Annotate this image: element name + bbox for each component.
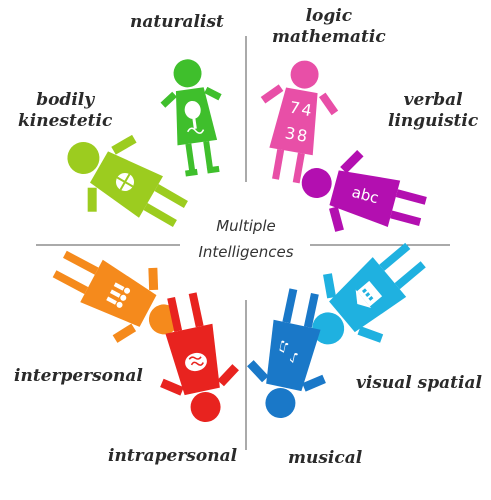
center-title-line-2: Intelligences <box>198 243 294 261</box>
musical-note-1: ♪ <box>288 348 300 366</box>
label-visual: visual spatial <box>356 373 482 394</box>
interpersonal-figure <box>52 250 179 343</box>
label-bodily: bodily kinestetic <box>18 90 112 132</box>
label-verbal: verbal linguistic <box>388 90 478 132</box>
logic-glyph-2: 4 <box>300 100 313 120</box>
ball-icon <box>116 173 134 191</box>
bodily-figure <box>67 134 188 227</box>
label-intrapersonal: intrapersonal <box>108 446 237 467</box>
logic-figure: 7 4 3 8 <box>260 60 339 184</box>
people-icon <box>106 282 131 308</box>
brain-icon <box>185 352 207 372</box>
center-title: Multiple Intelligences <box>175 213 317 265</box>
visual-figure <box>312 242 426 345</box>
musical-figure: ♪ ♫ <box>247 288 326 418</box>
label-bodily-line-2: kinestetic <box>18 111 113 131</box>
label-verbal-line-2: linguistic <box>388 111 479 131</box>
label-logic-line-1: logic <box>305 6 353 26</box>
tree-icon <box>184 100 205 134</box>
intrapersonal-figure <box>160 292 239 422</box>
label-naturalist: naturalist <box>130 12 224 33</box>
label-verbal-line-1: verbal <box>403 90 463 110</box>
label-visual-line-1: visual spatial <box>356 373 482 393</box>
label-naturalist-line-1: naturalist <box>130 12 224 32</box>
building-icon <box>355 280 383 309</box>
label-logic: logic mathematic <box>272 6 386 48</box>
label-intrapersonal-line-1: intrapersonal <box>108 446 238 466</box>
label-musical-line-1: musical <box>288 448 363 468</box>
label-musical: musical <box>288 448 362 469</box>
numbers-icon: 7 4 3 8 <box>284 98 314 146</box>
label-logic-line-2: mathematic <box>272 27 386 47</box>
label-interpersonal: interpersonal <box>14 366 143 387</box>
center-title-line-1: Multiple <box>216 217 276 235</box>
label-bodily-line-1: bodily <box>36 90 95 110</box>
verbal-figure: abc <box>301 150 427 232</box>
naturalist-figure <box>160 59 222 177</box>
logic-glyph-1: 7 <box>288 98 301 118</box>
label-interpersonal-line-1: interpersonal <box>14 366 143 386</box>
musical-note-2: ♫ <box>276 337 292 355</box>
music-notes-icon: ♪ ♫ <box>276 337 300 366</box>
logic-glyph-4: 8 <box>295 125 308 145</box>
logic-glyph-3: 3 <box>284 123 297 143</box>
